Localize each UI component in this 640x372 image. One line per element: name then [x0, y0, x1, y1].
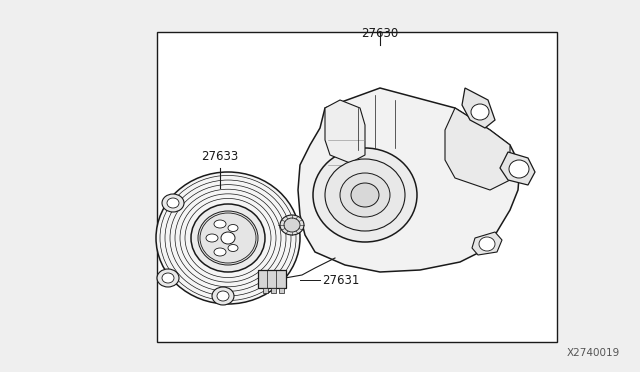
Bar [279, 288, 284, 293]
Ellipse shape [206, 234, 218, 242]
Ellipse shape [280, 215, 304, 235]
Bar [263, 288, 268, 293]
Ellipse shape [162, 273, 174, 283]
Polygon shape [500, 152, 535, 185]
Ellipse shape [200, 213, 256, 263]
Ellipse shape [157, 269, 179, 287]
Ellipse shape [228, 244, 238, 251]
Ellipse shape [162, 194, 184, 212]
Text: X2740019: X2740019 [567, 348, 620, 358]
Polygon shape [325, 100, 365, 163]
Ellipse shape [228, 224, 238, 231]
Ellipse shape [217, 291, 229, 301]
Ellipse shape [479, 237, 495, 251]
Polygon shape [472, 232, 502, 255]
Ellipse shape [284, 218, 300, 232]
Text: 27630: 27630 [362, 27, 399, 40]
Bar [258, 270, 286, 288]
Ellipse shape [340, 173, 390, 217]
Ellipse shape [214, 248, 226, 256]
Ellipse shape [214, 220, 226, 228]
Text: 27633: 27633 [202, 150, 239, 163]
Ellipse shape [221, 232, 235, 244]
Bar [271, 288, 276, 293]
Ellipse shape [471, 104, 489, 120]
Ellipse shape [351, 183, 379, 207]
Polygon shape [298, 88, 520, 272]
Ellipse shape [509, 160, 529, 178]
Ellipse shape [212, 287, 234, 305]
Text: 27631: 27631 [322, 273, 360, 286]
Polygon shape [462, 88, 495, 128]
Bar [157, 32, 557, 342]
Ellipse shape [313, 148, 417, 242]
Ellipse shape [325, 159, 405, 231]
Polygon shape [445, 108, 510, 190]
Ellipse shape [191, 204, 265, 272]
Ellipse shape [167, 198, 179, 208]
Ellipse shape [198, 211, 258, 265]
Ellipse shape [156, 172, 300, 304]
